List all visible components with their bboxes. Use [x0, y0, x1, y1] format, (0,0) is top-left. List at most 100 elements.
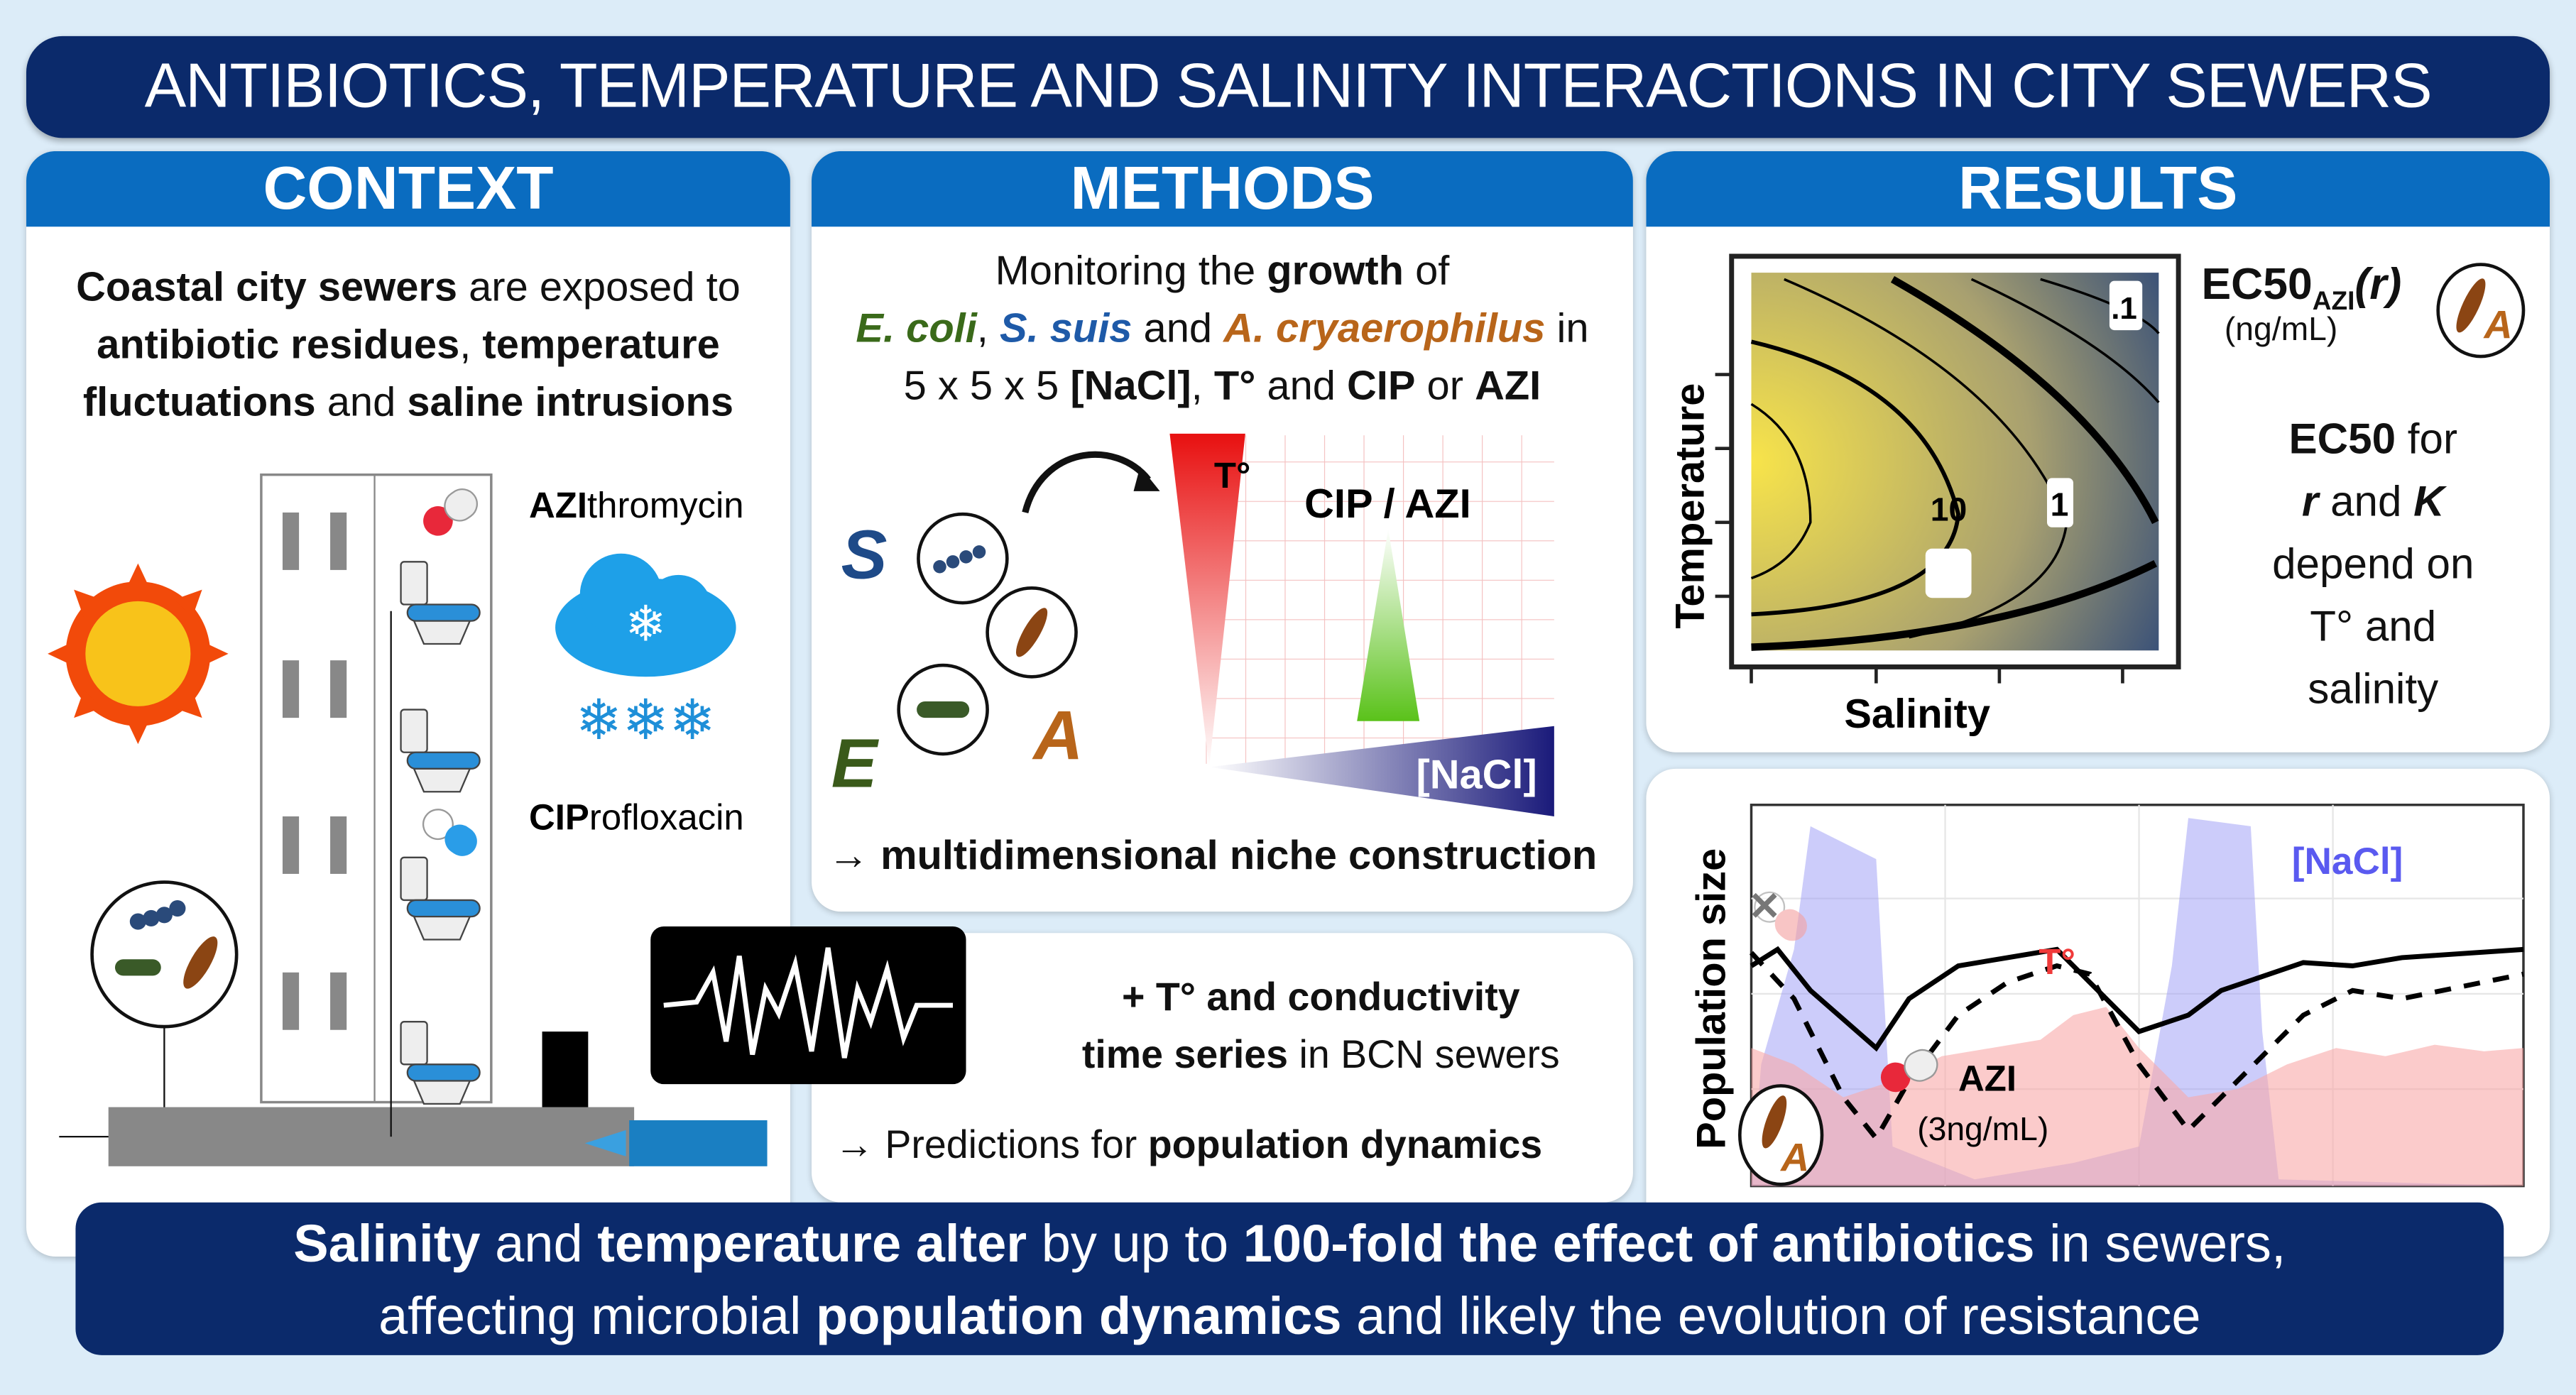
sewer-pipe: [108, 1107, 635, 1166]
ctx-t3: antibiotic residues: [97, 322, 460, 368]
ec50-title: EC50AZI(r): [2201, 260, 2401, 318]
pred-a: → Predictions for: [834, 1123, 1148, 1169]
m-l3a: 5 x 5 x 5: [903, 363, 1071, 410]
ctx-t2: are exposed to: [457, 264, 741, 311]
ecoli-label: E. coli: [856, 305, 977, 352]
results-header: RESULTS: [1646, 151, 2550, 227]
temp-axis-label: T°: [1214, 455, 1250, 496]
windows: [282, 512, 347, 1030]
letter-s: S: [841, 515, 888, 593]
ts-cond: conductivity: [1287, 975, 1520, 1020]
d1b: for: [2396, 414, 2458, 464]
sensor-box: [542, 1032, 589, 1107]
ciprofloxacin-label: CIProfloxacin: [529, 797, 744, 837]
timeseries-text: + T° and conductivity time series in BCN…: [1009, 969, 1633, 1084]
arrow-icon: →: [828, 833, 881, 879]
methods-panel: METHODS Monitoring the growth of E. coli…: [812, 151, 1633, 912]
nacl-axis-label: [NaCl]: [1416, 753, 1537, 798]
population-azi-line: [1749, 951, 2524, 1143]
nacl-wedge: [1208, 726, 1554, 816]
ec50-r: (r): [2354, 259, 2402, 309]
contour-label-0.1: .1: [2111, 291, 2137, 326]
context-panel: CONTEXT Coastal city sewers are exposed …: [26, 151, 790, 1257]
contour-label-1: 1: [2051, 486, 2069, 523]
letter-a: A: [1032, 696, 1083, 774]
page-title: ANTIBIOTICS, TEMPERATURE AND SALINITY IN…: [26, 35, 2550, 138]
niche-diagram: T° CIP / AZI [NaCl] S E A: [831, 433, 1554, 816]
salinity-axis-label: Salinity: [1844, 691, 1990, 737]
ec50-text: EC50: [2201, 259, 2313, 309]
m-comma: ,: [976, 305, 1000, 352]
contour-label-10: 10: [1931, 491, 1967, 527]
antibiotic-wedge: [1357, 529, 1420, 721]
svg-text:❄❄❄: ❄❄❄: [575, 689, 716, 751]
ban-g: affecting microbial: [378, 1286, 817, 1346]
d1a: EC50: [2288, 414, 2396, 464]
m-in: in: [1545, 305, 1589, 352]
niche-text: multidimensional niche construction: [880, 833, 1598, 879]
m-l1c: of: [1404, 248, 1450, 295]
azi-label: AZI: [1958, 1058, 2016, 1098]
cip-pill-icon: [422, 809, 477, 856]
ec50-contour-plot: .1 1 10 Temperature Salinity: [1667, 253, 2181, 737]
curved-arrow-icon: [1022, 451, 1151, 514]
ban-b: and: [480, 1213, 598, 1274]
d2a: r: [2301, 476, 2319, 526]
a-cry-badge: A: [1738, 1084, 1824, 1186]
e-coli-badge: [897, 663, 989, 756]
m-and: and: [1132, 305, 1224, 352]
azi-pill-icon: [1880, 1049, 1938, 1093]
prediction-line: → Predictions for population dynamics: [834, 1124, 1542, 1170]
snow-cloud-icon: ❄ ❄❄❄: [555, 553, 736, 751]
d2c: K: [2413, 476, 2445, 526]
methods-text: Monitoring the growth of E. coli, S. sui…: [812, 243, 1633, 415]
m-l1b: growth: [1267, 248, 1404, 295]
ssuis-label: S. suis: [999, 305, 1133, 352]
ban-i: and likely the evolution of resistance: [1341, 1286, 2201, 1346]
a-cry-badge: A: [2436, 263, 2526, 359]
context-header: CONTEXT: [26, 151, 790, 227]
seawater: [629, 1120, 768, 1166]
ec50-units: (ng/mL): [2224, 312, 2338, 349]
population-no-antibiotic-line: [1750, 946, 2524, 1052]
nacl-series-label: [NaCl]: [2292, 841, 2403, 882]
ban-e: 100-fold the effect of antibiotics: [1243, 1213, 2035, 1274]
a-badge-letter: A: [2482, 303, 2512, 347]
ban-f: in sewers,: [2034, 1213, 2286, 1274]
ctx-t4: ,: [459, 322, 483, 368]
ts-b: time series: [1081, 1033, 1289, 1078]
context-text: Coastal city sewers are exposed to antib…: [26, 260, 790, 432]
pred-b: population dynamics: [1147, 1123, 1543, 1169]
ban-c: temperature alter: [597, 1213, 1027, 1274]
temperature-wedge: [1169, 433, 1245, 767]
oscilloscope-icon: [650, 926, 966, 1085]
population-panel: Population size [NaCl] T° AZI (3ng/mL) ✕…: [1646, 768, 2550, 1257]
m-l3f: CIP: [1347, 363, 1416, 410]
azi-dose-label: (3ng/mL): [1917, 1110, 2048, 1147]
conclusion-banner: Salinity and temperature alter by up to …: [75, 1202, 2504, 1355]
azithromycin-label: AZIthromycin: [529, 485, 744, 525]
temperature-area: [1751, 1007, 2523, 1186]
ctx-t8: saline intrusions: [407, 379, 734, 426]
m-l3h: AZI: [1475, 363, 1541, 410]
a-cry-badge: [986, 586, 1078, 679]
m-l3d: T°: [1213, 363, 1256, 410]
ctx-t1: Coastal city sewers: [76, 264, 458, 311]
d3: depend on: [2272, 538, 2474, 589]
ban-a: Salinity: [293, 1213, 481, 1274]
sun-icon: [48, 563, 229, 745]
m-l1a: Monitoring the: [995, 248, 1267, 295]
toilet-icons: [400, 561, 481, 1105]
acry-label: A. cryaerophilus: [1223, 305, 1546, 352]
inflow-arrow-icon: [584, 1129, 626, 1156]
m-l3e: and: [1255, 363, 1348, 410]
ctx-t6: fluctuations: [82, 379, 316, 426]
ec50-sub: AZI: [2312, 288, 2355, 317]
results-panel: RESULTS .1 1 10 Temperature Salinity EC5…: [1646, 151, 2550, 753]
d5: salinity: [2308, 663, 2439, 713]
ec50-description: EC50 for r and K depend on T° and salini…: [2205, 407, 2541, 720]
sewer-illustration: ❄ ❄❄❄ AZIthromycin CIProfloxacin: [48, 473, 768, 1166]
abx-axis-label: CIP / AZI: [1304, 481, 1471, 527]
s-suis-badge: [917, 512, 1009, 605]
methods-header: METHODS: [812, 151, 1633, 227]
